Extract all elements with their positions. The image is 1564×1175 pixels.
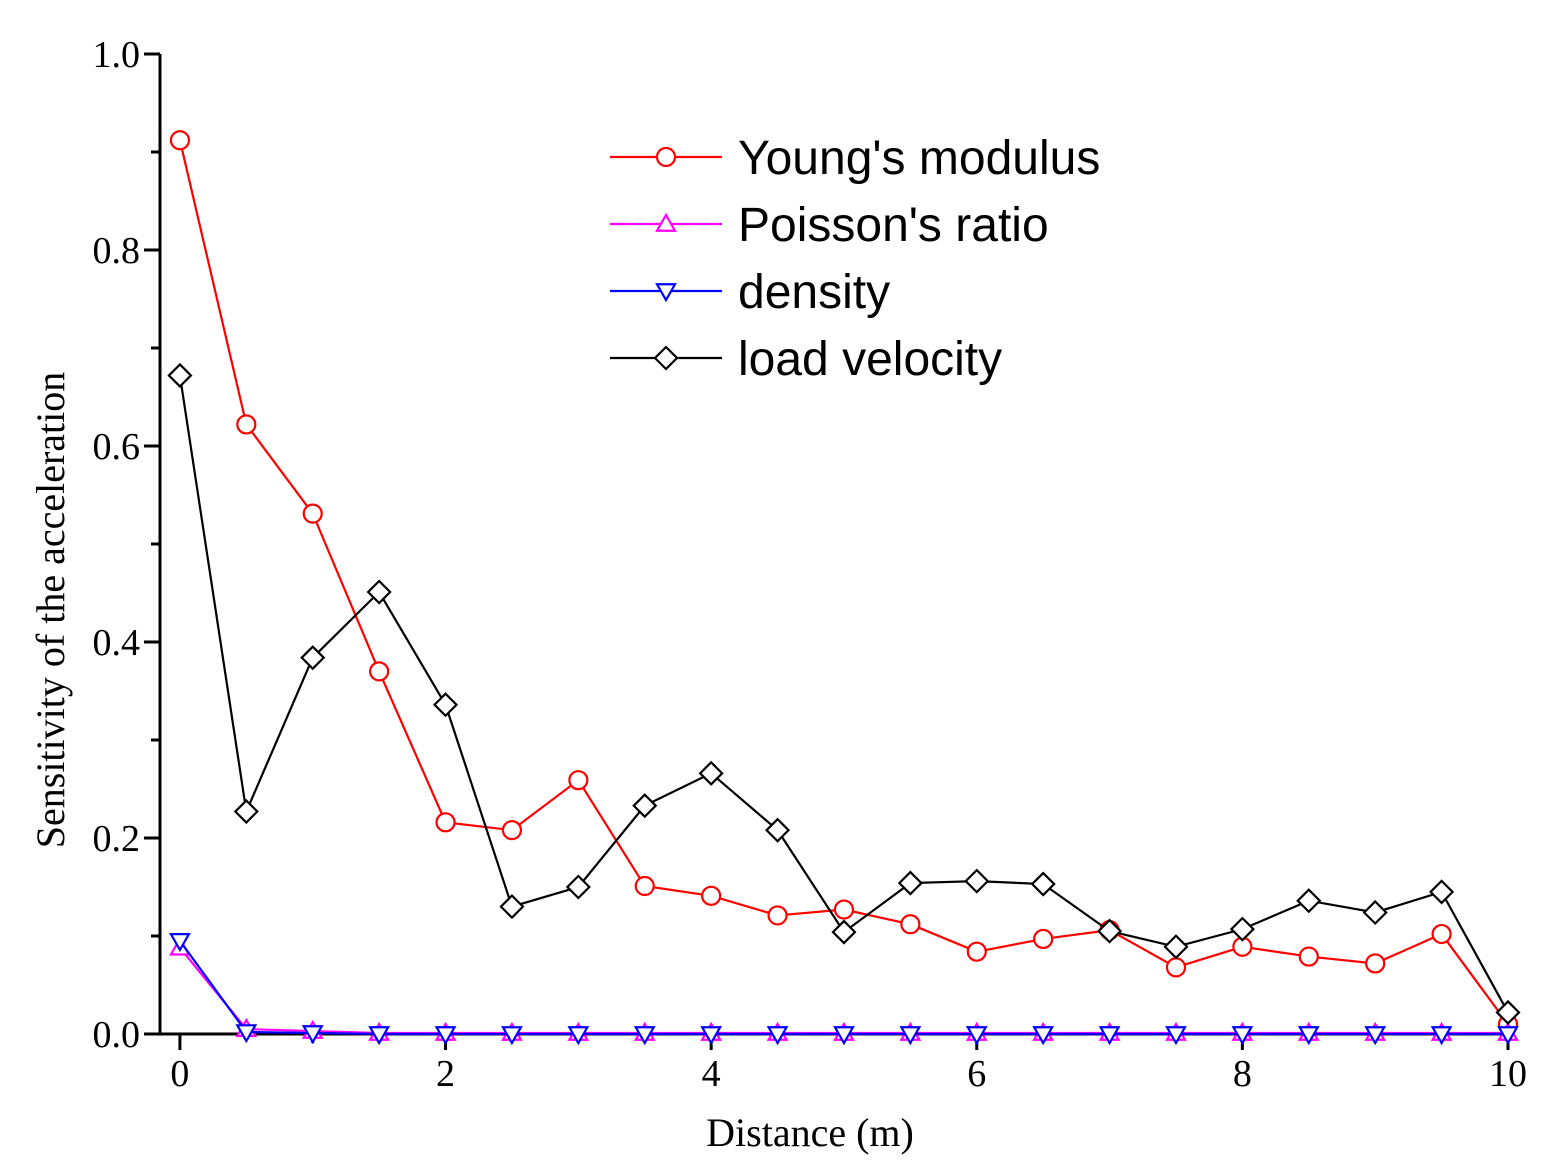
series-layer xyxy=(167,130,1521,1046)
data-point-density xyxy=(501,1026,523,1046)
legend-label: Poisson's ratio xyxy=(738,199,1049,252)
legend: Young's modulus Poisson's ratio density loa… xyxy=(610,132,1100,386)
data-point-density xyxy=(1297,1026,1320,1046)
data-point-load-velocity xyxy=(1429,879,1455,905)
legend-item-density: density xyxy=(610,266,890,319)
series-load-velocity xyxy=(167,362,1521,1025)
axes: 0.0 0.2 0.4 0.6 0.8 1.0 0 2 4 6 8 10 xyxy=(93,34,1528,1095)
x-tick-label: 0 xyxy=(170,1053,189,1095)
data-point-load-velocity xyxy=(1362,899,1388,926)
data-point-load-velocity xyxy=(964,868,990,894)
x-tick-label: 2 xyxy=(436,1053,455,1095)
data-point-load-velocity xyxy=(765,817,791,843)
data-point-young-s-modulus xyxy=(634,875,655,897)
data-point-density xyxy=(235,1024,258,1044)
data-point-density xyxy=(567,1026,590,1046)
data-point-density xyxy=(301,1025,324,1045)
data-point-young-s-modulus xyxy=(833,899,855,920)
x-tick-label: 10 xyxy=(1489,1053,1527,1095)
data-point-load-velocity xyxy=(1296,888,1322,914)
data-point-young-s-modulus xyxy=(701,885,722,906)
data-point-load-velocity xyxy=(499,894,525,920)
legend-label: Young's modulus xyxy=(738,132,1100,185)
data-point-young-s-modulus xyxy=(1365,953,1386,974)
data-point-density xyxy=(368,1026,391,1046)
data-point-young-s-modulus xyxy=(169,130,191,151)
legend-label: load velocity xyxy=(738,333,1002,386)
data-point-load-velocity xyxy=(831,919,857,945)
data-point-young-s-modulus xyxy=(369,661,390,682)
data-point-density xyxy=(1165,1026,1187,1046)
data-point-young-s-modulus xyxy=(1033,928,1054,950)
data-point-young-s-modulus xyxy=(435,812,456,833)
data-point-load-velocity xyxy=(167,362,193,388)
data-point-young-s-modulus xyxy=(1165,957,1187,978)
data-point-density xyxy=(766,1026,789,1046)
data-point-density xyxy=(700,1026,723,1046)
legend-marker xyxy=(655,212,677,232)
data-point-young-s-modulus xyxy=(302,503,323,524)
data-point-load-velocity xyxy=(1163,934,1189,960)
legend-item-poisson-s-ratio: Poisson's ratio xyxy=(610,199,1049,252)
data-point-load-velocity xyxy=(300,645,326,671)
data-point-density xyxy=(899,1026,922,1046)
data-point-young-s-modulus xyxy=(900,914,921,935)
data-point-load-velocity xyxy=(432,692,459,718)
y-tick-label: 1.0 xyxy=(93,34,141,76)
x-tick-label: 8 xyxy=(1233,1053,1252,1095)
data-point-density xyxy=(169,933,191,953)
data-point-young-s-modulus xyxy=(966,941,987,962)
legend-item-young-s-modulus: Young's modulus xyxy=(610,132,1100,185)
data-point-young-s-modulus xyxy=(501,820,523,841)
legend-marker xyxy=(655,283,677,303)
data-point-density xyxy=(833,1026,855,1046)
data-point-load-velocity xyxy=(233,798,259,825)
data-point-young-s-modulus xyxy=(1431,923,1452,945)
data-point-young-s-modulus xyxy=(767,905,788,926)
y-tick-label: 0.8 xyxy=(93,230,141,272)
y-tick-label: 0.2 xyxy=(93,818,141,860)
data-point-load-velocity xyxy=(366,579,392,605)
x-tick-label: 4 xyxy=(702,1053,721,1095)
data-point-load-velocity xyxy=(1495,999,1521,1025)
data-point-young-s-modulus xyxy=(1298,946,1319,967)
data-point-density xyxy=(1098,1026,1121,1046)
data-point-young-s-modulus xyxy=(236,414,257,435)
data-point-load-velocity xyxy=(897,870,923,896)
data-point-density xyxy=(1231,1026,1254,1046)
y-tick-label: 0.0 xyxy=(93,1014,141,1056)
data-point-density xyxy=(633,1026,656,1046)
data-point-load-velocity xyxy=(1030,871,1056,897)
data-point-density xyxy=(1430,1026,1453,1046)
data-point-load-velocity xyxy=(565,874,591,900)
y-tick-label: 0.6 xyxy=(93,426,141,468)
x-axis-title: Distance (m) xyxy=(706,1110,914,1155)
y-axis-title: Sensitivity of the acceleration xyxy=(28,372,73,849)
data-point-density xyxy=(434,1026,457,1046)
data-point-load-velocity xyxy=(1097,918,1123,944)
series-young-s-modulus xyxy=(169,130,1519,1035)
legend-label: density xyxy=(738,266,890,319)
data-point-load-velocity xyxy=(1229,916,1255,942)
series-density xyxy=(169,933,1519,1046)
data-point-density xyxy=(1364,1026,1387,1046)
data-point-density xyxy=(965,1026,988,1046)
legend-marker xyxy=(653,345,679,371)
y-tick-label: 0.4 xyxy=(93,622,141,664)
data-point-young-s-modulus xyxy=(568,770,589,791)
legend-marker xyxy=(655,146,677,168)
data-point-density xyxy=(1497,1026,1519,1046)
data-point-load-velocity xyxy=(698,760,724,786)
legend-item-load-velocity: load velocity xyxy=(610,333,1002,386)
x-tick-label: 6 xyxy=(967,1053,986,1095)
data-point-load-velocity xyxy=(632,793,658,819)
data-point-density xyxy=(1032,1026,1055,1046)
